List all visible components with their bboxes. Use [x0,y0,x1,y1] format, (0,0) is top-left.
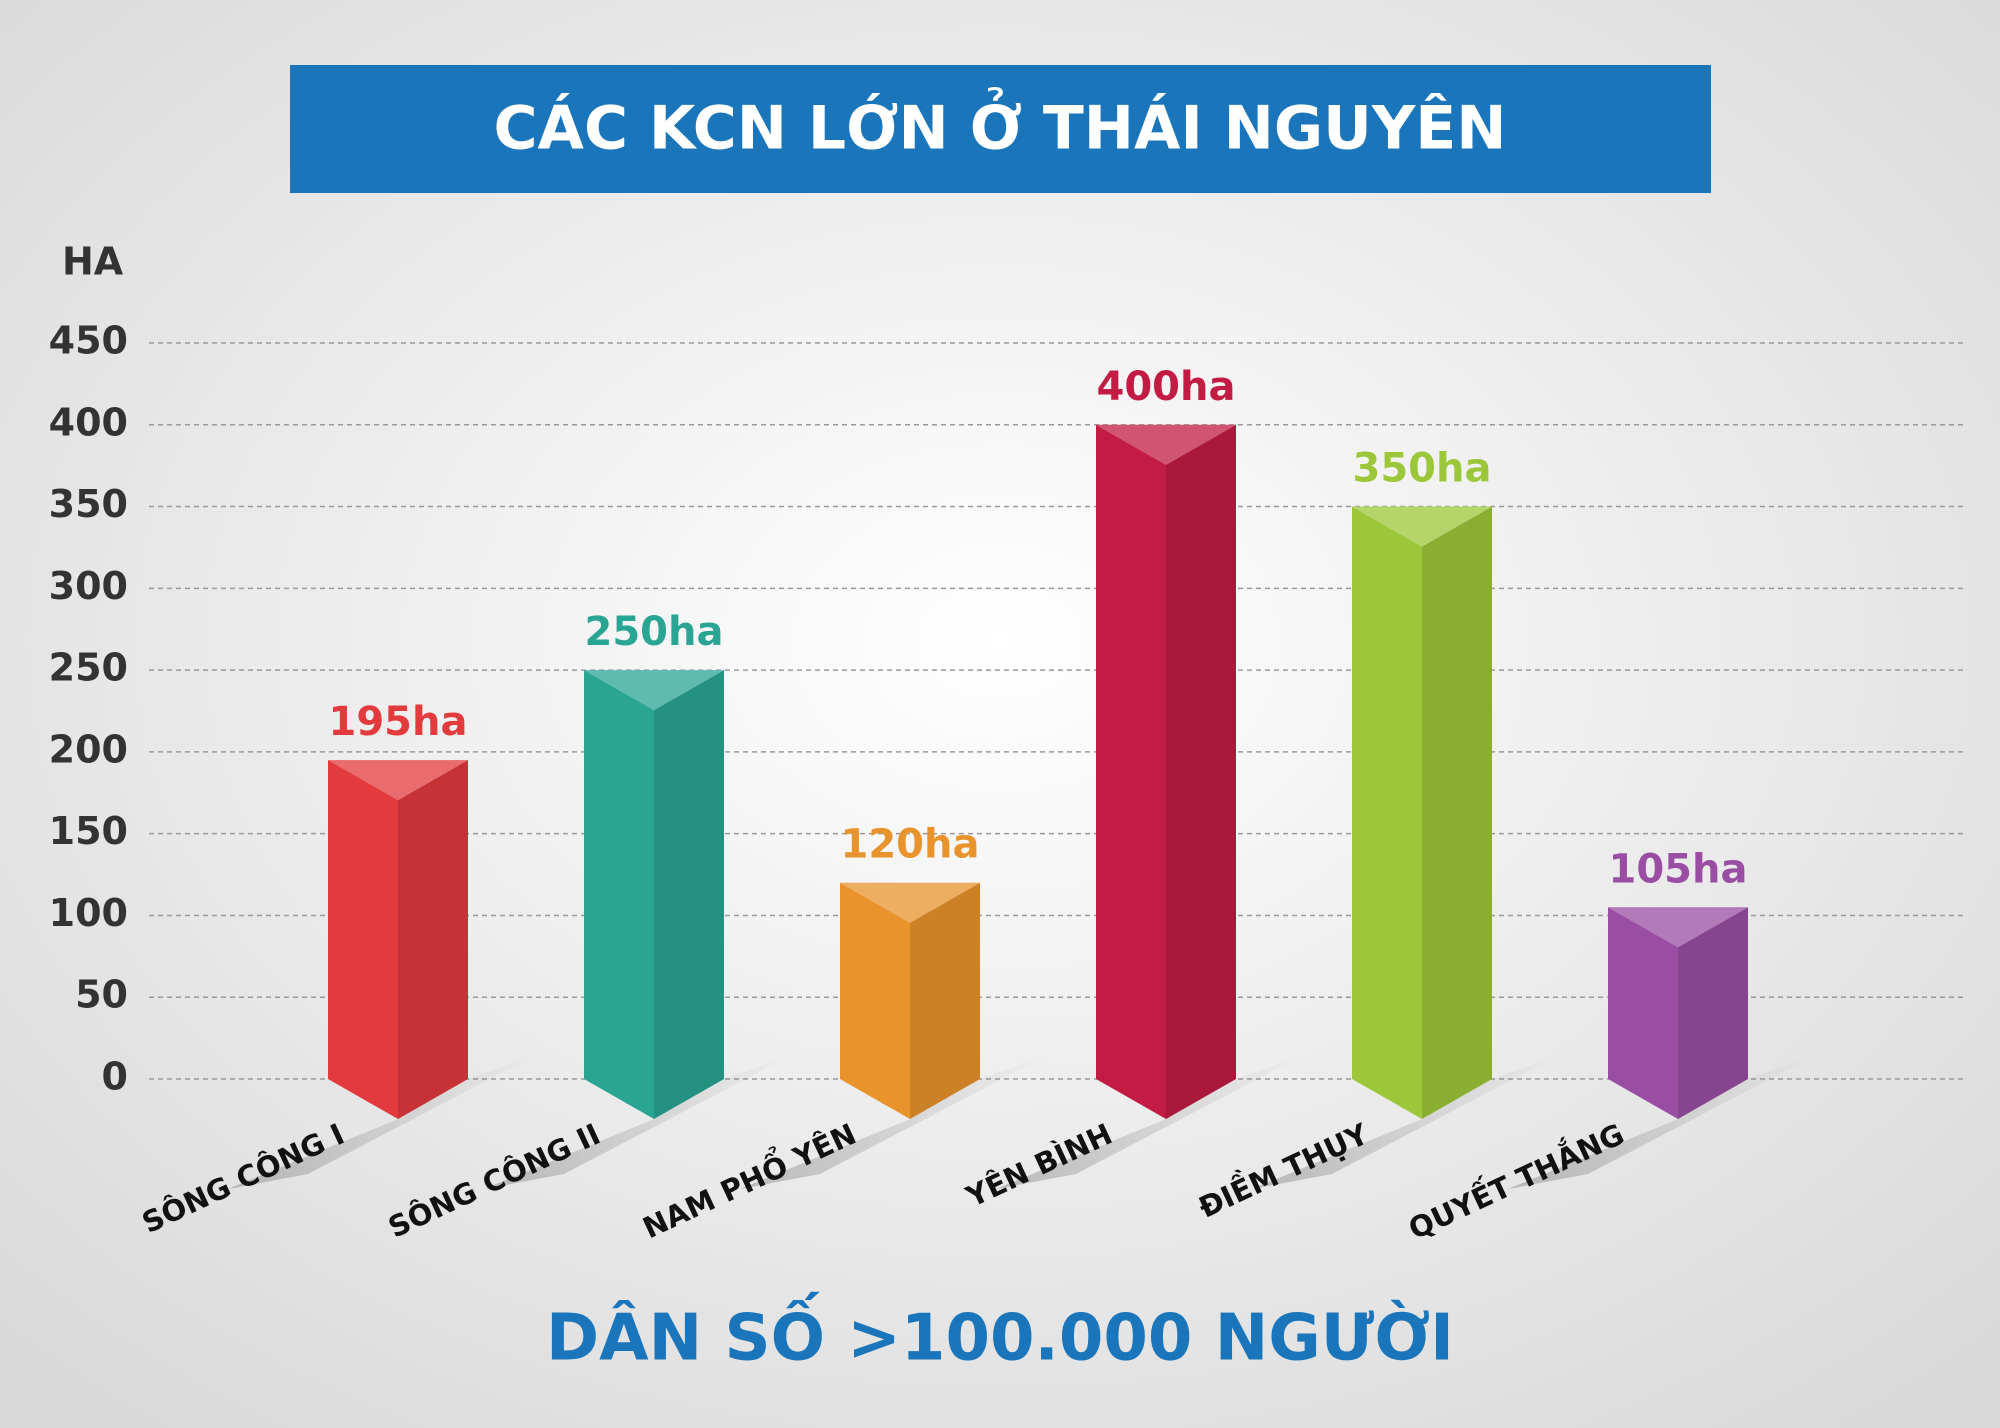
bar-top-shine [1608,907,1748,948]
bar-right-face [910,882,980,1119]
value-label: 350ha [1353,446,1492,492]
bar-right-shade [1678,907,1748,1119]
bar-left-face [840,882,910,1119]
bar-right-face [1678,907,1748,1119]
footer: DÂN SỐ >100.000 NGƯỜI [546,1292,1454,1376]
bar-left-face [584,670,654,1119]
bar-right-face [654,670,724,1119]
bar [584,670,724,1119]
bar-top-shine [1096,424,1236,465]
bar-right-shade [1422,506,1492,1119]
y-tick-label: 450 [49,319,128,363]
bar-shadow [996,1054,1306,1189]
bar [840,882,980,1119]
y-tick-label: 200 [49,727,128,771]
bar [1608,907,1748,1119]
value-label: 120ha [841,822,980,868]
bar-top-face [840,882,980,923]
bar-right-face [1166,424,1236,1119]
bar-top-shine [1352,506,1492,547]
bar-right-shade [910,882,980,1119]
bar [1096,424,1236,1119]
y-tick-label: 300 [49,564,128,608]
bar-top-face [328,760,468,801]
value-label: 195ha [329,699,468,745]
bar-left-face [1096,424,1166,1119]
bar-right-shade [654,670,724,1119]
bar-top-shine [840,882,980,923]
y-tick-label: 50 [75,973,128,1017]
bar-left-face [1608,907,1678,1119]
bar-shadow [1252,1054,1562,1189]
y-tick-label: 100 [49,891,128,935]
y-tick-label: 350 [49,482,128,526]
y-tick-label: 400 [49,400,128,444]
value-label: 105ha [1609,846,1748,892]
bar-top-face [1096,424,1236,465]
chart-title: CÁC KCN LỚN Ở THÁI NGUYÊN [494,86,1507,164]
bar-top-face [1608,907,1748,948]
value-label: 400ha [1097,364,1236,410]
bar-shadow [228,1054,538,1189]
y-tick-label: 250 [49,646,128,690]
bar-top-face [1352,506,1492,547]
y-tick-label: 0 [102,1055,128,1099]
title-banner [290,65,1711,193]
value-label: 250ha [585,609,724,655]
bar-shadow [484,1054,794,1189]
bar-shadow [1508,1054,1818,1189]
bar-top-shine [328,760,468,801]
bar-top-face [584,670,724,711]
bar-right-face [398,760,468,1119]
bar [328,760,468,1119]
bar-left-face [328,760,398,1119]
bar-right-shade [1166,424,1236,1119]
y-tick-label: 150 [49,809,128,853]
bar-right-shade [398,760,468,1119]
bar-shadow [740,1054,1050,1189]
bar-left-face [1352,506,1422,1119]
bar-top-shine [584,670,724,711]
bar [1352,506,1492,1119]
bar-right-face [1422,506,1492,1119]
y-axis-label: HA [62,240,124,284]
